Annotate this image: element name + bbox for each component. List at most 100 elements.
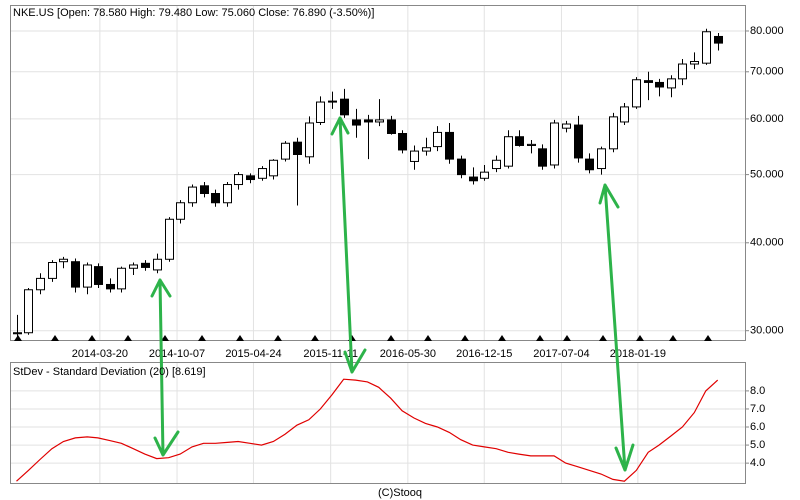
candle-body (527, 143, 536, 146)
candle-body (609, 116, 618, 150)
y-tick-label: 70.000 (750, 66, 784, 78)
candle-body (515, 136, 524, 146)
candle-body (398, 132, 407, 151)
candle-body (153, 258, 162, 271)
candle-body (36, 277, 45, 291)
candle-body (328, 100, 337, 103)
event-marker (161, 335, 169, 341)
candle-body (59, 258, 68, 263)
event-marker (236, 335, 244, 341)
indicator-title: StDev - Standard Deviation (20) [8.619] (13, 366, 206, 378)
event-marker (274, 335, 282, 341)
candle-body (690, 60, 699, 65)
candle-body (340, 98, 349, 116)
candle-body (597, 148, 606, 170)
candle-body (24, 289, 33, 334)
x-tick-label: 2014-10-07 (149, 348, 205, 360)
candle-body (387, 119, 396, 134)
candle-body (200, 185, 209, 195)
candle-body (352, 119, 361, 126)
bottom-frame (10, 362, 746, 484)
x-tick-label: 2017-07-04 (533, 348, 589, 360)
y-tick-label: 80.000 (750, 25, 784, 37)
candle-body (375, 119, 384, 123)
candle-body (48, 262, 57, 279)
candle-body (223, 184, 232, 204)
credit: (C)Stooq (378, 487, 422, 499)
annotation-arrows (150, 116, 635, 472)
indicator-line (16, 378, 719, 482)
event-marker (14, 335, 22, 341)
candle-body (620, 106, 629, 123)
candle-body (176, 202, 185, 220)
candle-body (574, 124, 583, 159)
candle-body (632, 79, 641, 108)
candle-body (655, 81, 664, 88)
y-tick-label: 40.000 (750, 237, 784, 249)
y-tick-label: 7.0 (750, 403, 765, 415)
arrow (150, 278, 180, 457)
candle-body (13, 332, 22, 335)
event-marker (88, 335, 96, 341)
candle-body (433, 131, 442, 148)
candle-body (305, 122, 314, 158)
event-marker (669, 335, 677, 341)
candle-body (234, 174, 243, 186)
candle-body (211, 193, 220, 204)
candle-body (714, 35, 723, 44)
candle-body (281, 142, 290, 160)
candle-body (585, 158, 594, 171)
y-tick-label: 5.0 (750, 439, 765, 451)
candle-body (364, 119, 373, 123)
x-tick-label: 2018-01-19 (610, 348, 666, 360)
candle-body (538, 148, 547, 167)
y-tick-label: 4.0 (750, 457, 765, 469)
event-marker (636, 335, 644, 341)
event-marker (124, 335, 132, 341)
candle-body (293, 141, 302, 155)
candle-body (316, 101, 325, 123)
candle-body (410, 150, 419, 162)
x-tick-label: 2016-12-15 (456, 348, 512, 360)
candle-body (141, 262, 150, 268)
candle-body (702, 31, 711, 64)
arrow (598, 183, 635, 472)
y-tick-label: 60.000 (750, 113, 784, 125)
event-marker (704, 335, 712, 341)
candle-body (678, 63, 687, 80)
candle-body (422, 147, 431, 152)
candle-body (445, 131, 454, 160)
candle-body (83, 264, 92, 288)
y-tick-label: 30.000 (750, 325, 784, 337)
event-marker (461, 335, 469, 341)
candle-body (644, 80, 653, 83)
x-tick-label: 2016-05-30 (380, 348, 436, 360)
event-marker (424, 335, 432, 341)
candle-body (94, 266, 103, 285)
arrow (330, 116, 367, 374)
event-marker (311, 335, 319, 341)
candle-body (258, 168, 267, 179)
candle-body (106, 283, 115, 290)
event-marker (563, 335, 571, 341)
y-tick-label: 6.0 (750, 421, 765, 433)
candle-body (480, 171, 489, 179)
candle-body (269, 159, 278, 177)
candle-body (492, 159, 501, 170)
candle-body (188, 186, 197, 204)
candle-body (117, 267, 126, 290)
event-marker (498, 335, 506, 341)
candle-body (562, 123, 571, 129)
candle-body (165, 218, 174, 260)
candle-body (457, 158, 466, 176)
y-tick-label: 8.0 (750, 385, 765, 397)
event-marker (198, 335, 206, 341)
event-markers (14, 335, 712, 341)
event-marker (599, 335, 607, 341)
candle-body (469, 176, 478, 182)
candle-body (550, 122, 559, 166)
marks (13, 28, 723, 482)
event-marker (387, 335, 395, 341)
